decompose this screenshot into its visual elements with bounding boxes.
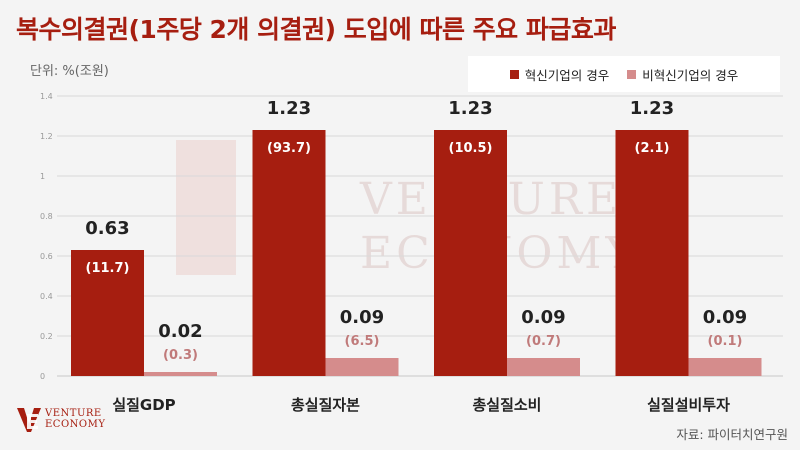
bar — [688, 358, 762, 376]
x-tick-label: 총실질소비 — [472, 396, 541, 414]
unit-label: 단위: %(조원) — [30, 64, 109, 79]
y-tick-label: 0.2 — [40, 332, 53, 341]
bar — [252, 130, 326, 376]
data-label-value: 0.09 — [703, 307, 747, 328]
data-label-value: 0.09 — [521, 307, 565, 328]
data-label-sub: (93.7) — [267, 141, 311, 156]
legend-item-innovative: 혁신기업의 경우 — [509, 65, 610, 84]
data-label-value: 1.23 — [630, 98, 674, 119]
bar — [434, 130, 507, 376]
x-tick-label: 실질설비투자 — [647, 396, 730, 414]
data-label-value: 1.23 — [267, 98, 311, 119]
data-label-sub: (0.3) — [163, 348, 198, 363]
data-label-sub: (6.5) — [345, 334, 380, 349]
x-tick-label: 총실질자본 — [291, 396, 360, 414]
logo-line-1: VENTURE — [45, 408, 102, 419]
logo-line-2: ECONOMY — [45, 419, 106, 430]
bar — [71, 250, 144, 376]
y-tick-label: 1 — [40, 172, 45, 181]
legend-swatch-innovative — [509, 69, 519, 79]
y-tick-label: 1.2 — [40, 132, 53, 141]
data-label-sub: (0.7) — [526, 334, 561, 349]
y-tick-label: 0.4 — [40, 292, 53, 301]
y-tick-label: 0 — [40, 372, 45, 381]
legend: 혁신기업의 경우 비혁신기업의 경우 — [468, 56, 780, 92]
data-labels: 0.63 (11.7) 0.02 (0.3) 1.23 (93.7) 0.09 (6.5) 1.… — [85, 98, 747, 363]
watermark-mark — [176, 140, 236, 275]
bars — [71, 130, 762, 376]
x-axis-labels: 실질GDP 총실질자본 총실질소비 실질설비투자 — [112, 396, 730, 414]
logo-text: VENTURE ECONOMY — [45, 408, 105, 430]
bar — [507, 358, 580, 376]
x-tick-label: 실질GDP — [112, 396, 175, 414]
legend-label-innovative: 혁신기업의 경우 — [524, 67, 610, 83]
y-tick-label: 0.8 — [40, 212, 53, 221]
y-axis-ticks: 0 0.2 0.4 0.6 0.8 1 1.2 1.4 — [40, 92, 53, 381]
data-label-sub: (2.1) — [635, 141, 670, 156]
legend-label-non-innovative: 비혁신기업의 경우 — [642, 67, 739, 83]
chart-title: 복수의결권(1주당 2개 의결권) 도입에 따른 주요 파급효과 — [16, 15, 616, 44]
y-tick-label: 1.4 — [40, 92, 53, 101]
bar — [325, 358, 399, 376]
data-label-sub: (0.1) — [708, 334, 743, 349]
data-label-value: 0.09 — [340, 307, 384, 328]
y-tick-label: 0.6 — [40, 252, 53, 261]
venture-economy-logo: VENTURE ECONOMY — [16, 404, 105, 434]
legend-item-non-innovative: 비혁신기업의 경우 — [627, 65, 738, 84]
data-label-sub: (10.5) — [449, 141, 493, 156]
data-label-value: 0.63 — [85, 218, 129, 239]
data-label-sub: (11.7) — [86, 261, 130, 276]
logo-mark-icon — [17, 408, 41, 432]
legend-swatch-non-innovative — [627, 69, 637, 79]
bar — [144, 372, 217, 376]
source-note: 자료: 파이터치연구원 — [676, 427, 788, 442]
data-label-value: 0.02 — [158, 321, 202, 342]
bar — [615, 130, 689, 376]
data-label-value: 1.23 — [448, 98, 492, 119]
